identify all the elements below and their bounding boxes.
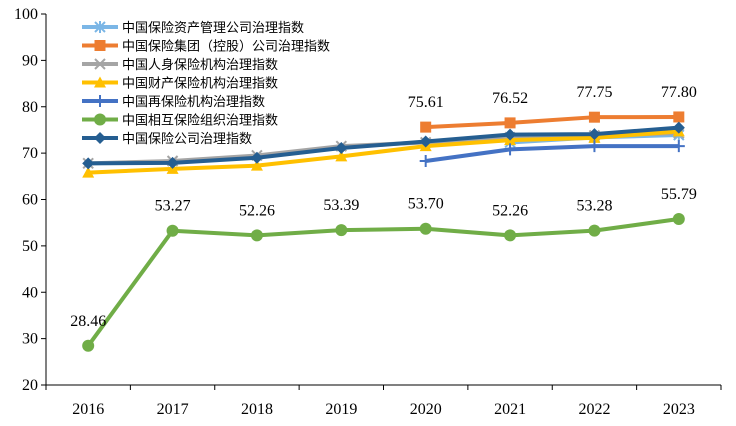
series-6-point-marker [82,157,95,170]
legend-swatch-marker [94,95,106,107]
series-5 [82,213,685,352]
y-tick-label: 80 [22,99,38,116]
series-3-point-marker [335,150,348,162]
series-5-point-marker [672,213,685,226]
legend-label: 中国保险集团（控股）公司治理指数 [122,39,330,55]
data-label: 52.26 [239,202,275,219]
legend-label: 中国再保险机构治理指数 [122,95,265,110]
y-tick-label: 90 [22,52,38,69]
series-6-point-marker [504,128,517,141]
y-tick-label: 50 [22,238,38,255]
series-4-point-marker [588,140,601,153]
data-label: 53.70 [408,196,444,213]
data-label: 75.61 [408,94,444,111]
series-6-point-marker [419,135,432,148]
x-tick-label: 2020 [410,401,442,418]
x-tick-label: 2019 [325,401,357,418]
series-3-point-marker [250,159,263,171]
legend-label: 中国保险公司治理指数 [122,132,252,147]
series-4-point-marker [672,140,685,153]
series-6-point-marker [672,121,685,134]
series-5-line [86,217,680,347]
x-tick-label: 2016 [72,401,104,418]
legend-item: 中国保险资产管理公司治理指数 [82,21,304,36]
y-tick-label: 30 [22,331,38,348]
data-label: 53.28 [576,198,612,215]
legend-swatch-marker [94,58,106,70]
series-4 [419,140,685,168]
y-tick-label: 20 [22,377,38,394]
series-3-line [88,129,679,175]
axes: 20 30 40 50 60 70 80 90 100 2016 2017 2018 2019 2020 2… [14,6,722,418]
legend-item: 中国保险集团（控股）公司治理指数 [82,39,330,55]
series-4-line [425,144,679,163]
x-tick-label: 2022 [578,401,610,418]
series-6-point-marker [335,142,348,155]
y-tick-label: 100 [14,6,38,23]
data-label: 53.27 [155,198,191,215]
series-1-point-marker [673,111,685,123]
data-label: 76.52 [492,90,528,107]
series-4-point-marker [504,143,517,156]
data-label: 53.39 [323,197,359,214]
legend-item: 中国再保险机构治理指数 [82,95,265,110]
legend-swatch-marker [94,40,106,51]
x-tick-label: 2018 [241,401,273,418]
data-label: 28.46 [70,313,106,330]
x-tick-label: 2017 [157,401,189,418]
series-1-point-marker [420,121,432,133]
series-1-point-marker [588,111,600,123]
y-tick-label: 60 [22,192,38,209]
y-tick-label: 70 [22,145,38,162]
legend-swatch-marker [94,21,106,33]
series-5-point-marker [250,229,263,242]
series-6 [82,121,685,170]
series-1-point-marker [504,117,516,129]
series-4-point-marker [419,155,432,168]
data-label: 77.80 [661,84,697,101]
series-1-line [425,114,679,130]
data-label: 77.75 [576,84,612,101]
data-label: 52.26 [492,202,528,219]
legend-label: 中国相互保险组织治理指数 [122,114,278,129]
data-label: 55.79 [661,186,697,203]
series-group [82,111,685,352]
y-tick-label: 40 [22,284,38,301]
legend-item: 中国相互保险组织治理指数 [82,113,278,129]
legend-label: 中国人身保险机构治理指数 [122,57,278,73]
data-labels: 75.61 76.52 77.75 77.80 28.46 53.27 52.26 53.39… [70,84,697,330]
legend-label: 中国保险资产管理公司治理指数 [122,21,304,36]
legend: 中国保险资产管理公司治理指数中国保险集团（控股）公司治理指数中国人身保险机构治理… [82,21,330,147]
legend-swatch-marker [94,76,106,88]
legend-label: 中国财产保险机构治理指数 [122,77,278,92]
series-5-point-marker [82,339,95,352]
series-5-point-marker [419,222,432,235]
legend-item: 中国保险公司治理指数 [82,132,252,147]
series-1 [420,111,685,133]
series-5-point-marker [166,224,179,237]
series-6-point-marker [250,151,263,164]
series-5-point-marker [504,229,517,242]
x-tick-label: 2023 [663,401,695,418]
series-5-point-marker [588,224,601,237]
legend-item: 中国人身保险机构治理指数 [82,57,278,73]
legend-swatch-marker [94,132,106,144]
legend-swatch-marker [94,113,106,126]
series-6-line [88,125,679,166]
legend-item: 中国财产保险机构治理指数 [82,76,278,92]
x-tick-label: 2021 [494,401,526,418]
series-6-point-marker [166,156,179,169]
series-6-point-marker [588,128,601,141]
series-5-point-marker [335,224,348,237]
series-3-point-marker [82,166,95,178]
